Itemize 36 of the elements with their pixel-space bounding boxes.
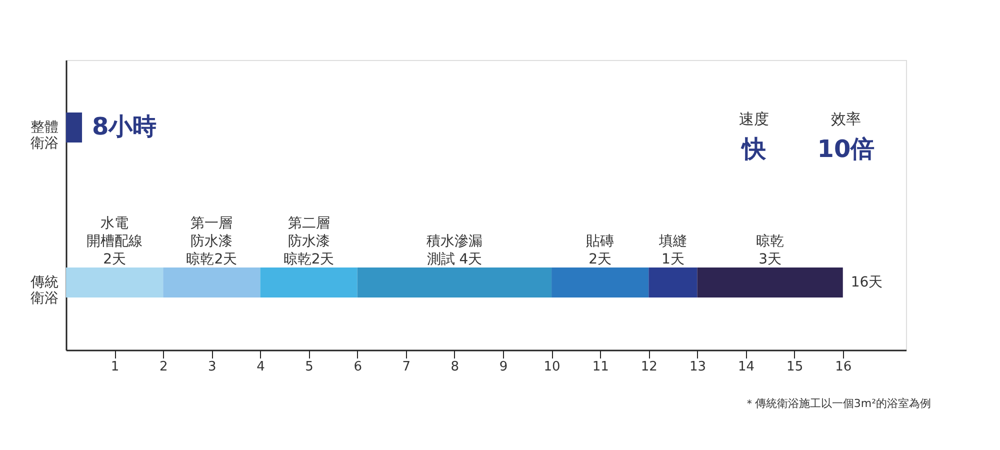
data-label: 2天 bbox=[103, 252, 126, 268]
x-tick-label: 1 bbox=[110, 360, 120, 374]
data-label: 1天 bbox=[661, 252, 684, 268]
x-tick-label: 5 bbox=[305, 360, 314, 374]
x-tick-label: 16 bbox=[835, 360, 852, 374]
text: ＊傳統衛浴施工以一個3m²的浴室為例 bbox=[744, 397, 931, 410]
x-tick-label: 3 bbox=[208, 360, 216, 374]
x-tick-label: 10 bbox=[544, 360, 560, 374]
x-tick-label: 6 bbox=[354, 360, 362, 374]
x-tick-label: 7 bbox=[402, 360, 411, 374]
x-tick-label: 8 bbox=[450, 360, 460, 374]
x-tick-label: 15 bbox=[786, 360, 804, 374]
y-tick-label: 傳統衛浴 bbox=[30, 274, 58, 307]
x-tick-label: 12 bbox=[640, 360, 658, 374]
series-label: 填縫 bbox=[658, 234, 687, 250]
x-tick-label: 9 bbox=[499, 360, 508, 374]
annotation: 效率 bbox=[831, 110, 861, 128]
x-tick-label: 14 bbox=[738, 360, 755, 374]
text: 積水滲漏測試 4天 bbox=[426, 234, 482, 268]
annotation: 8小時 bbox=[92, 112, 157, 140]
x-tick-label: 13 bbox=[689, 360, 706, 374]
text: 第一層防水漆晾乾2天 bbox=[186, 216, 238, 268]
x-tick-label: 2 bbox=[159, 360, 168, 374]
text: 第二層防水漆晾乾2天 bbox=[283, 216, 334, 268]
total-label: 16天 bbox=[850, 274, 883, 291]
data-label: 3天 bbox=[758, 252, 782, 268]
series-label: 貼磚 bbox=[586, 234, 614, 250]
annotation: 快 bbox=[740, 135, 767, 163]
y-tick-label: 整體衛浴 bbox=[30, 119, 58, 152]
series-label: 晾乾 bbox=[756, 234, 784, 250]
x-tick-label: 4 bbox=[256, 360, 265, 374]
annotation: 10倍 bbox=[817, 135, 875, 163]
series-label: 水電開槽配線 bbox=[86, 216, 143, 250]
data-label: 2天 bbox=[588, 252, 612, 268]
annotation: 速度 bbox=[739, 110, 769, 128]
x-tick-label: 11 bbox=[592, 360, 609, 374]
